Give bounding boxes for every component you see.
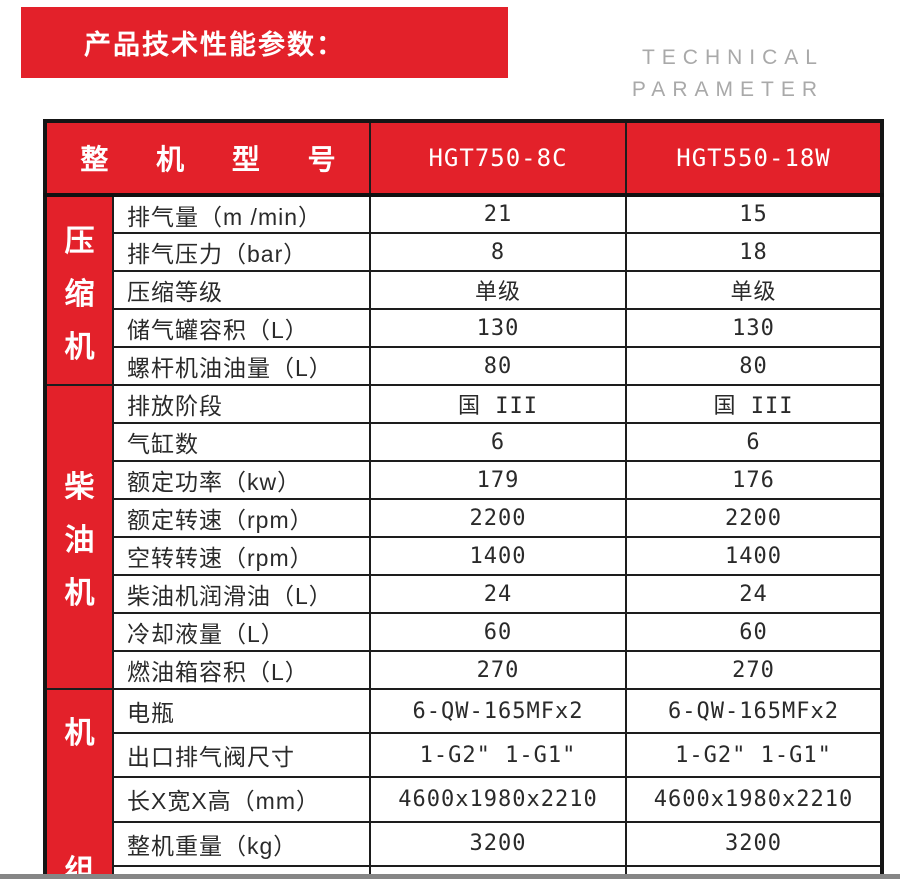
header-row: 整 机 型 号 HGT750-8C HGT550-18W (44, 120, 883, 197)
table-row: 整机重量（kg） 3200 3200 (45, 820, 883, 867)
table-row: 空转转速（rpm） 1400 1400 (45, 536, 883, 576)
param-label: 排气压力（bar） (112, 232, 371, 272)
param-value: 1400 (625, 536, 883, 576)
group-label-unit: 机 组 (44, 688, 114, 879)
table-row: 出口排气阀尺寸 1-G2" 1-G1" 1-G2" 1-G1" (45, 732, 883, 779)
param-value: 3200 (625, 820, 883, 867)
table-row: 气缸数 6 6 (45, 422, 883, 462)
table-row: 压缩等级 单级 单级 (45, 270, 883, 310)
param-value: 2200 (369, 498, 627, 538)
table-row: 额定转速（rpm） 2200 2200 (45, 498, 883, 538)
table-row: 冷却液量（L） 60 60 (45, 612, 883, 652)
param-value: 1400 (369, 536, 627, 576)
title-banner: 产品技术性能参数： (21, 7, 508, 78)
param-value: 60 (625, 612, 883, 652)
param-label: 燃油箱容积（L） (112, 650, 371, 690)
param-label: 出口排气阀尺寸 (112, 732, 371, 779)
param-value: 270 (625, 650, 883, 690)
spec-table-wrapper: 整 机 型 号 HGT750-8C HGT550-18W 压 缩 机 排气量（m… (43, 119, 884, 879)
param-value: 6-QW-165MFx2 (369, 687, 627, 735)
table-row: 燃油箱容积（L） 270 270 (45, 650, 883, 690)
param-label: 压缩等级 (112, 270, 371, 310)
table-row: 储气罐容积（L） 130 130 (45, 308, 883, 348)
group-char: 机 (64, 577, 95, 610)
param-value: 21 (369, 194, 627, 234)
param-value: 1-G2" 1-G1" (369, 732, 627, 779)
model-label-header: 整 机 型 号 (44, 120, 371, 197)
group-char: 机 (64, 330, 95, 364)
group-char: 机 (64, 717, 95, 750)
bottom-cut-edge (0, 874, 900, 879)
page-title: 产品技术性能参数： (84, 30, 345, 60)
param-value: 80 (369, 346, 627, 386)
group-char: 压 (64, 224, 95, 258)
param-value: 80 (625, 346, 883, 386)
table-row: 排气压力（bar） 8 18 (45, 232, 883, 272)
param-value: 6 (369, 422, 627, 462)
param-value: 130 (369, 308, 627, 348)
model-column-2: HGT550-18W (625, 120, 883, 197)
param-label: 排放阶段 (112, 384, 371, 424)
param-label: 储气罐容积（L） (112, 308, 371, 348)
group-char: 油 (64, 524, 95, 557)
param-label: 整机重量（kg） (112, 820, 371, 867)
param-label: 螺杆机油油量（L） (112, 346, 371, 386)
param-value: 18 (625, 232, 883, 272)
group-char: 缩 (64, 277, 95, 311)
param-value: 24 (625, 574, 883, 614)
param-value: 6-QW-165MFx2 (625, 687, 883, 735)
param-value: 24 (369, 574, 627, 614)
param-label: 电瓶 (112, 687, 371, 735)
param-label: 气缸数 (112, 422, 371, 462)
param-label: 空转转速（rpm） (112, 536, 371, 576)
table-row: 柴 油 机 排放阶段 国 III 国 III (44, 384, 883, 690)
subtitle-line-1: TECHNICAL (641, 46, 824, 69)
group-char: 柴 (64, 471, 95, 504)
param-value: 8 (369, 232, 627, 272)
group-label-compressor: 压 缩 机 (44, 194, 114, 386)
subtitle-line-2: PARAMETER (631, 78, 824, 101)
table-row: 柴油机润滑油（L） 24 24 (45, 574, 883, 614)
group-label-diesel-engine: 柴 油 机 (44, 384, 114, 690)
param-label: 柴油机润滑油（L） (112, 574, 371, 614)
param-value: 176 (625, 460, 883, 500)
param-label: 额定转速（rpm） (112, 498, 371, 538)
param-label: 额定功率（kw） (112, 460, 371, 500)
table-row: 额定功率（kw） 179 176 (45, 460, 883, 500)
table-row: 压 缩 机 排气量（m /min） 21 15 (44, 194, 883, 386)
table-row: 螺杆机油油量（L） 80 80 (45, 346, 883, 386)
param-label: 长X宽X高（mm） (112, 776, 371, 823)
model-column-1: HGT750-8C (369, 120, 627, 197)
param-label: 冷却液量（L） (112, 612, 371, 652)
param-value: 4600x1980x2210 (625, 776, 883, 823)
param-value: 4600x1980x2210 (369, 776, 627, 823)
param-value: 国 III (369, 384, 627, 424)
param-value: 60 (369, 612, 627, 652)
param-value: 单级 (369, 270, 627, 310)
table-row: 机 组 电瓶 6-QW-165MFx2 6-QW-165MFx2 (44, 687, 883, 879)
param-value: 国 III (625, 384, 883, 424)
english-subtitle: TECHNICAL PARAMETER (632, 42, 824, 106)
param-value: 6 (625, 422, 883, 462)
table-row: 长X宽X高（mm） 4600x1980x2210 4600x1980x2210 (45, 776, 883, 823)
param-value: 3200 (369, 820, 627, 867)
param-value: 单级 (625, 270, 883, 310)
param-value: 179 (369, 460, 627, 500)
param-value: 2200 (625, 498, 883, 538)
param-label: 排气量（m /min） (112, 194, 371, 234)
param-value: 130 (625, 308, 883, 348)
spec-table: 整 机 型 号 HGT750-8C HGT550-18W 压 缩 机 排气量（m… (43, 119, 884, 879)
param-value: 15 (625, 194, 883, 234)
param-value: 1-G2" 1-G1" (625, 732, 883, 779)
param-value: 270 (369, 650, 627, 690)
